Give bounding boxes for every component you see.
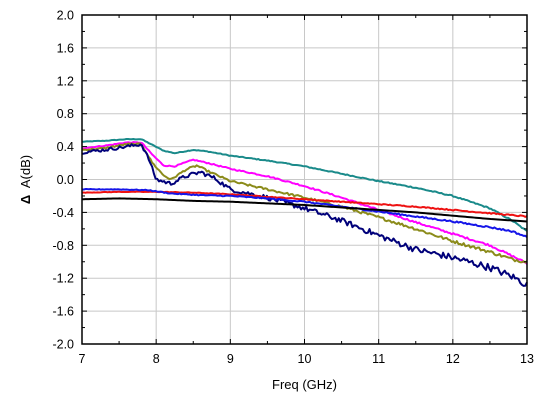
series-line-3 bbox=[81, 142, 528, 264]
x-tick-label: 12 bbox=[446, 352, 460, 366]
x-tick-label: 9 bbox=[227, 352, 234, 366]
y-tick-label: 0.0 bbox=[57, 173, 74, 187]
y-tick-label: -0.8 bbox=[52, 239, 74, 253]
x-tick-label: 11 bbox=[372, 352, 385, 366]
y-tick-label: 1.2 bbox=[57, 74, 74, 88]
y-tick-label: -1.6 bbox=[52, 305, 74, 319]
x-tick-label: 8 bbox=[153, 352, 160, 366]
x-tick-label: 7 bbox=[79, 352, 86, 366]
series-line-7 bbox=[81, 197, 528, 223]
y-axis-label: Δ A(dB) bbox=[18, 155, 33, 204]
x-tick-labels: 7 8 9 10 11 12 13 bbox=[79, 352, 534, 366]
y-tick-label: -2.0 bbox=[52, 338, 74, 352]
y-tick-label: 0.8 bbox=[57, 107, 74, 121]
x-tick-label: 13 bbox=[520, 352, 534, 366]
series-line-6 bbox=[81, 188, 528, 238]
y-axis-label-delta: Δ bbox=[18, 195, 33, 204]
x-axis-label: Freq (GHz) bbox=[272, 377, 337, 392]
tick-marks bbox=[81, 14, 528, 345]
y-tick-label: -0.4 bbox=[52, 206, 74, 220]
y-tick-label: 1.6 bbox=[57, 41, 74, 55]
y-tick-label: 2.0 bbox=[57, 9, 74, 23]
y-axis-label-main: A(dB) bbox=[18, 155, 33, 188]
series-group bbox=[81, 137, 528, 287]
series-line-4 bbox=[81, 143, 528, 287]
grid-lines bbox=[82, 15, 527, 344]
x-tick-label: 10 bbox=[298, 352, 312, 366]
series-line-2 bbox=[81, 141, 528, 265]
y-tick-label: 0.4 bbox=[57, 140, 74, 154]
series-line-1 bbox=[81, 137, 528, 232]
y-tick-labels: -2.0 -1.6 -1.2 -0.8 -0.4 0.0 0.4 0.8 1.2 1.6 2.0 bbox=[52, 9, 74, 352]
y-tick-label: -1.2 bbox=[52, 272, 74, 286]
